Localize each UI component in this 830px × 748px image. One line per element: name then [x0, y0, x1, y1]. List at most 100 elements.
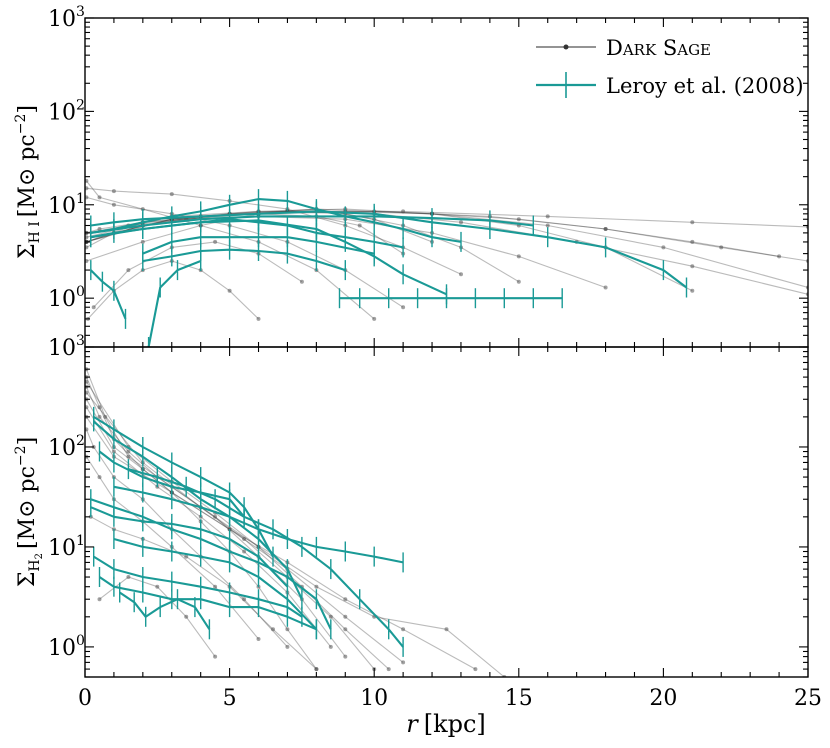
top-series-dark-sage-4-point: [719, 245, 724, 250]
bottom-series-dark-sage-2-point: [126, 454, 131, 459]
top-series-leroy-et-al-2008-22: [90, 269, 127, 320]
axis-ticks: 100 101 102 103 100 101 102 103 0 5 10 15 20 25: [48, 4, 822, 711]
top-series-dark-sage-12-point: [777, 254, 782, 259]
top-series-dark-sage-7-point: [140, 207, 145, 212]
bottom-series-dark-sage-10-point: [126, 575, 131, 579]
top-ytick-label: 100: [48, 284, 85, 312]
top-series-dark-sage-0-point: [97, 227, 102, 231]
top-series-leroy-et-al-2008-23: [147, 260, 202, 347]
top-series-dark-sage-14-point: [603, 285, 608, 290]
top-series-dark-sage-11: [93, 241, 303, 308]
bottom-series-dark-sage-9-point: [386, 667, 391, 672]
top-series-dark-sage-6-point: [85, 195, 89, 200]
top-series-dark-sage-12-point: [690, 239, 695, 244]
xtick-label: 25: [794, 686, 822, 711]
top-series-dark-sage-11-point: [91, 305, 96, 310]
bottom-series-dark-sage-1-point: [328, 614, 333, 619]
bottom-panel-series: [85, 367, 507, 677]
bottom-ytick-label: 101: [48, 533, 85, 561]
xtick-label: 5: [223, 686, 237, 711]
bottom-series-dark-sage-10: [99, 576, 216, 657]
bottom-series-dark-sage-5: [85, 429, 288, 648]
bottom-series-dark-sage-0-point: [97, 405, 102, 410]
top-ytick-label: 103: [48, 4, 85, 32]
bottom-series-dark-sage-8: [85, 392, 505, 677]
top-series-leroy-et-al-2008-15: [90, 198, 462, 243]
bottom-series-dark-sage-11-point: [85, 405, 89, 410]
top-series-dark-sage-7-point: [372, 316, 377, 321]
top-series-dark-sage-5-point: [690, 220, 695, 225]
bottom-series-dark-sage-0-point: [285, 627, 290, 632]
top-series-dark-sage-11-point: [299, 279, 304, 284]
bottom-series-dark-sage-11-point: [242, 549, 247, 554]
legend: Dark Sage Leroy et al. (2008): [536, 36, 804, 98]
bottom-series-dark-sage-9: [85, 381, 390, 670]
top-panel-series: [85, 178, 808, 347]
top-series-leroy-et-al-2008-18: [90, 219, 447, 296]
bottom-series-dark-sage-7-point: [271, 627, 275, 632]
bottom-series-dark-sage-6-point: [213, 584, 218, 589]
bottom-series-dark-sage-1-point: [97, 414, 102, 419]
bottom-series-dark-sage-6-point: [256, 637, 261, 641]
top-series-dark-sage-8-point: [111, 189, 116, 194]
top-y-axis-label: ΣH I[M⊙ pc−2]: [13, 105, 43, 259]
bottom-series-dark-sage-2-point: [213, 514, 218, 519]
xtick-label: 20: [649, 686, 677, 711]
top-series-dark-sage-9-point: [85, 259, 89, 263]
xtick-label: 0: [78, 686, 92, 711]
bottom-series-dark-sage-1-point: [242, 537, 247, 541]
bottom-series-dark-sage-2-point: [103, 414, 108, 419]
top-series-dark-sage-2-point: [690, 288, 695, 293]
bottom-series-dark-sage-7-point: [184, 554, 189, 559]
bottom-series-dark-sage-5-point: [242, 597, 247, 602]
bottom-series-dark-sage-5-point: [85, 427, 89, 432]
top-series-dark-sage-9-point: [140, 239, 145, 244]
bottom-series-dark-sage-8-point: [444, 627, 449, 632]
bottom-series-dark-sage-5-point: [285, 644, 290, 649]
bottom-series-dark-sage-2: [85, 368, 346, 657]
top-series-dark-sage-6-point: [401, 305, 406, 310]
top-series-dark-sage-11-point: [126, 268, 131, 273]
top-series-dark-sage-8-point: [169, 192, 174, 197]
bottom-series-leroy-et-al-2008-20: [98, 576, 317, 631]
bottom-ytick-label: 102: [48, 433, 85, 461]
bottom-series-leroy-et-al-2008-22: [90, 498, 332, 630]
bottom-series-dark-sage-4-point: [473, 667, 478, 672]
top-series-dark-sage-14-point: [516, 254, 521, 259]
bottom-ytick-label: 100: [48, 633, 85, 661]
bottom-ytick-label: 103: [48, 333, 85, 361]
bottom-series-dark-sage-9-point: [85, 379, 89, 384]
bottom-series-dark-sage-11-point: [111, 449, 116, 454]
legend-dark-sage-label: Dark Sage: [606, 36, 711, 60]
bottom-y-axis-label: ΣH2[M⊙ pc−2]: [13, 437, 45, 587]
top-series-leroy-et-al-2008-20: [142, 248, 346, 272]
bottom-series-dark-sage-4-point: [343, 597, 348, 602]
top-series-dark-sage-13-point: [459, 220, 463, 225]
bottom-series-leroy-et-al-2008-17: [90, 506, 289, 588]
top-ytick-label: 101: [48, 191, 85, 219]
bottom-series-dark-sage-7-point: [314, 667, 319, 672]
bottom-series-dark-sage-10-point: [155, 584, 160, 589]
bottom-series-dark-sage-1-point: [126, 449, 131, 454]
bottom-series-dark-sage-8-point: [85, 390, 89, 395]
bottom-series-dark-sage-4-point: [401, 627, 406, 632]
top-series-dark-sage-10-point: [256, 316, 261, 321]
xtick-label: 10: [360, 686, 388, 711]
top-series-dark-sage-12-point: [85, 235, 89, 240]
top-series-dark-sage-8-point: [459, 272, 463, 277]
x-axis-label: r [kpc]: [406, 710, 486, 738]
bottom-series-dark-sage-3-point: [401, 660, 406, 665]
top-series-dark-sage-13-point: [690, 264, 695, 269]
bottom-series-dark-sage-10-point: [97, 597, 102, 602]
top-series-dark-sage-0-point: [357, 223, 362, 228]
top-series-dark-sage-6-point: [111, 202, 116, 207]
top-series-dark-sage-12-point: [603, 227, 608, 231]
bottom-series-dark-sage-11-point: [328, 644, 333, 649]
top-series-dark-sage-3-point: [661, 245, 666, 250]
xtick-label: 15: [505, 686, 533, 711]
bottom-series-dark-sage-9-point: [343, 627, 348, 632]
bottom-series-dark-sage-2-point: [343, 654, 348, 659]
top-series-dark-sage-7-point: [85, 178, 89, 183]
bottom-series-dark-sage-6-point: [97, 475, 102, 480]
